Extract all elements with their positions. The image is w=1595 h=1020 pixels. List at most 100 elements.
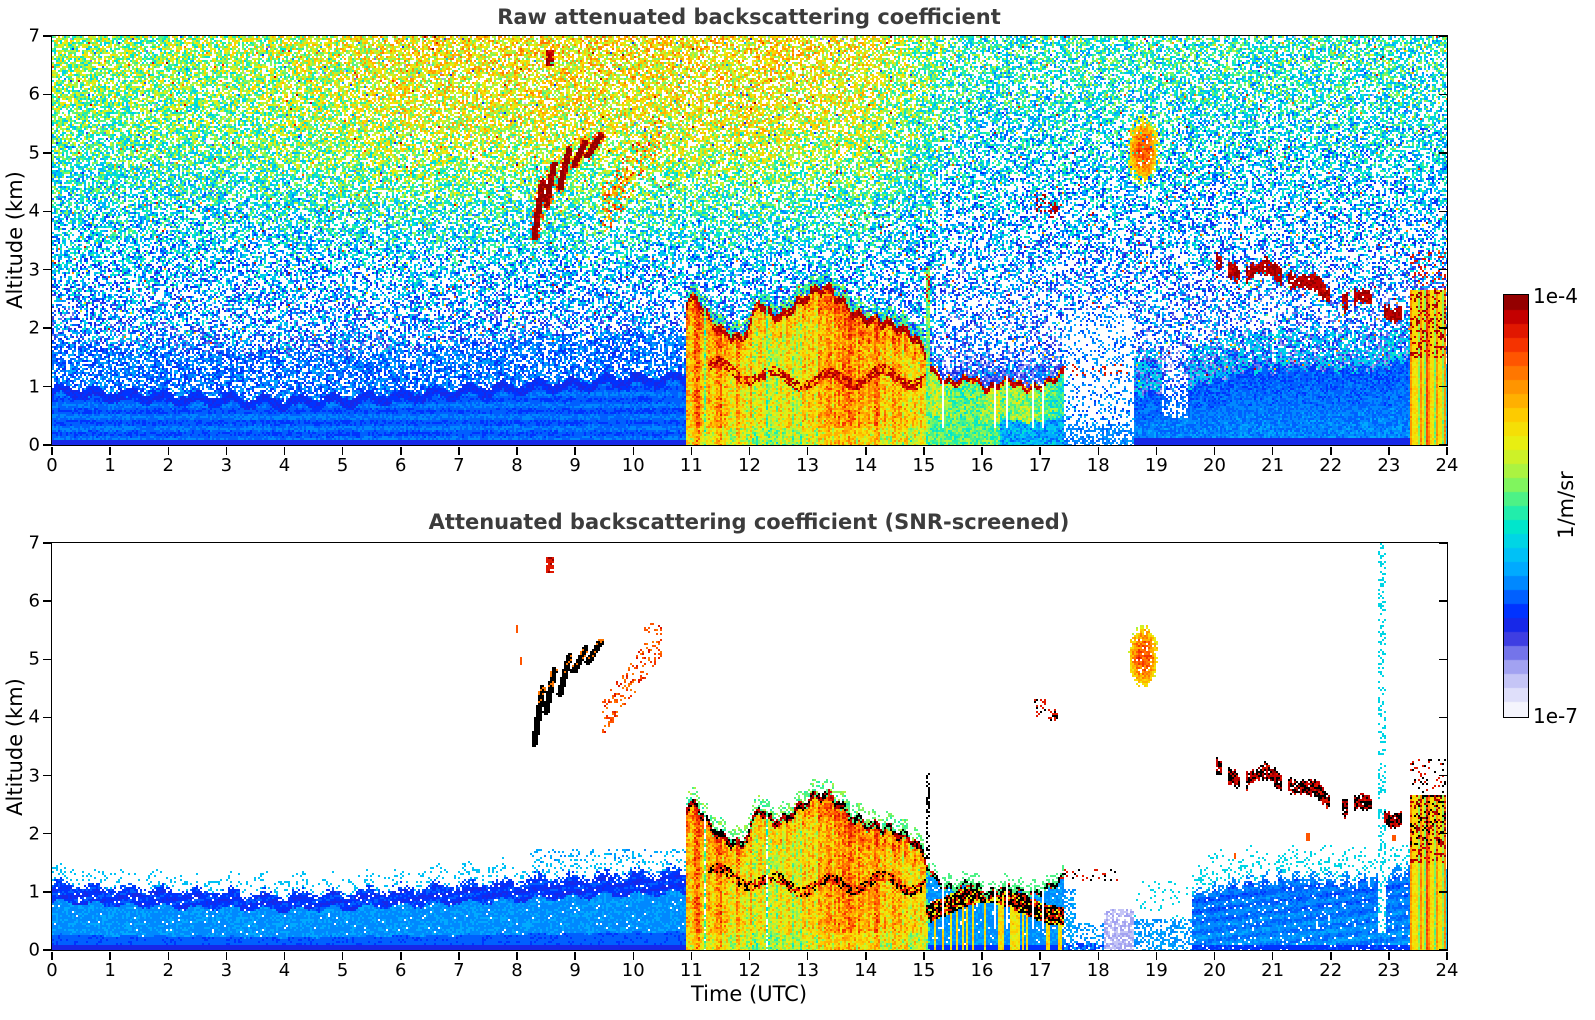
y-tick-mark-right (1439, 152, 1447, 154)
x-tick-label: 9 (569, 455, 581, 476)
x-tick-label: 5 (336, 455, 349, 476)
y-tick-mark (42, 268, 51, 271)
x-tick-label: 16 (970, 960, 994, 981)
y-tick-label: 7 (28, 532, 40, 554)
x-tick-label: 7 (453, 455, 465, 476)
x-tick-mark (283, 951, 286, 960)
x-tick-label: 4 (278, 455, 291, 476)
colorbar-units-label: 1/m/sr (1554, 471, 1578, 539)
y-tick-mark (42, 327, 51, 329)
x-tick-label: 17 (1028, 960, 1052, 981)
x-tick-label: 15 (912, 455, 936, 476)
x-tick-mark (806, 446, 809, 455)
x-tick-mark (1213, 951, 1216, 960)
x-tick-label: 2 (162, 455, 174, 476)
x-tick-mark (806, 951, 809, 960)
x-tick-mark (981, 951, 983, 960)
x-tick-mark (400, 951, 402, 960)
y-tick-mark (42, 716, 51, 719)
y-tick-label: 3 (28, 259, 40, 281)
x-tick-label: 8 (511, 960, 523, 981)
x-tick-label: 10 (621, 455, 645, 476)
x-tick-mark (748, 446, 751, 455)
x-tick-mark (1446, 446, 1448, 455)
x-tick-label: 2 (162, 960, 174, 981)
y-tick-mark-right (1439, 832, 1447, 835)
x-tick-mark (1097, 951, 1099, 960)
y-tick-label: 1 (28, 881, 40, 903)
x-tick-mark (923, 951, 925, 960)
x-tick-mark (1446, 951, 1448, 960)
x-tick-mark (167, 446, 169, 455)
x-tick-label: 3 (220, 960, 233, 981)
x-tick-label: 9 (569, 960, 581, 981)
x-tick-label: 11 (679, 960, 703, 981)
x-tick-label: 1 (104, 455, 116, 476)
y-tick-mark-right (1439, 268, 1447, 271)
y-tick-label: 5 (28, 648, 40, 670)
x-tick-mark (400, 446, 402, 455)
x-tick-mark (1039, 446, 1041, 455)
x-tick-mark (1155, 951, 1158, 960)
x-tick-label: 6 (395, 960, 407, 981)
colorbar-max-label: 1e-4 (1533, 284, 1578, 308)
x-tick-label: 17 (1028, 455, 1052, 476)
y-tick-label: 4 (28, 706, 40, 728)
y-tick-label: 1 (28, 376, 40, 398)
y-tick-mark-right (1439, 210, 1447, 213)
y-tick-mark-right (1439, 327, 1447, 329)
x-tick-label: 13 (796, 455, 820, 476)
x-tick-mark (1388, 446, 1390, 455)
x-tick-label: 22 (1319, 960, 1343, 981)
x-tick-mark (516, 446, 518, 455)
x-tick-label: 20 (1203, 455, 1226, 476)
y-tick-mark-right (1439, 658, 1447, 661)
y-tick-mark (42, 949, 51, 951)
x-tick-label: 10 (621, 960, 645, 981)
x-tick-mark (632, 951, 634, 960)
x-tick-mark (690, 446, 693, 455)
y-tick-mark-right (1439, 444, 1447, 446)
x-tick-mark (1039, 951, 1041, 960)
x-tick-label: 0 (46, 960, 58, 981)
y-tick-mark (42, 600, 51, 602)
x-tick-mark (109, 446, 111, 455)
y-tick-mark (42, 658, 51, 661)
y-tick-mark (42, 152, 51, 154)
y-tick-mark (42, 385, 51, 388)
x-tick-label: 1 (104, 960, 116, 981)
x-axis-label: Time (UTC) (690, 982, 808, 1006)
x-tick-mark (283, 446, 286, 455)
colorbar (1503, 294, 1529, 718)
y-tick-mark (42, 832, 51, 835)
x-tick-mark (225, 951, 228, 960)
y-axis-label-bottom: Altitude (km) (3, 678, 27, 816)
x-tick-label: 0 (46, 455, 58, 476)
x-tick-label: 14 (854, 455, 878, 476)
y-tick-mark (42, 93, 51, 96)
x-tick-label: 18 (1086, 455, 1110, 476)
x-tick-mark (341, 446, 344, 455)
y-tick-label: 7 (28, 25, 40, 47)
x-tick-mark (690, 951, 693, 960)
x-tick-mark (574, 951, 576, 960)
x-tick-label: 7 (453, 960, 465, 981)
y-tick-mark-right (1439, 949, 1447, 951)
x-tick-mark (1155, 446, 1158, 455)
x-tick-label: 19 (1144, 960, 1168, 981)
x-tick-mark (632, 446, 634, 455)
y-tick-mark-right (1439, 35, 1447, 37)
x-tick-mark (1271, 951, 1274, 960)
y-tick-mark (42, 35, 51, 37)
raw-backscatter-panel (50, 34, 1448, 446)
x-tick-mark (865, 951, 867, 960)
y-tick-mark-right (1439, 774, 1447, 777)
x-tick-label: 21 (1261, 455, 1285, 476)
x-tick-label: 19 (1144, 455, 1168, 476)
x-tick-mark (1388, 951, 1390, 960)
x-tick-label: 5 (336, 960, 349, 981)
x-tick-label: 23 (1377, 455, 1401, 476)
bottom-panel-title: Attenuated backscattering coefficient (S… (428, 510, 1070, 534)
x-tick-label: 3 (220, 455, 233, 476)
